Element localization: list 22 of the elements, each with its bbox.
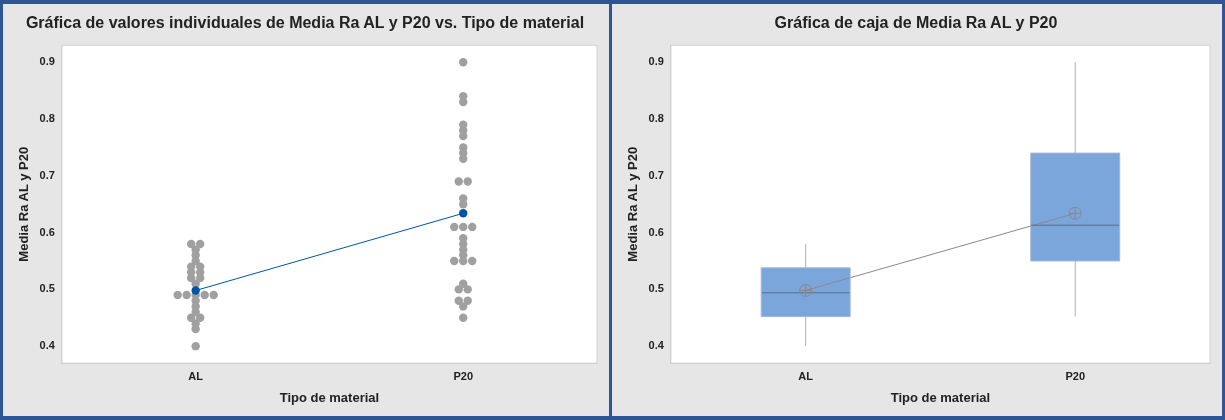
y-tick-label: 0.5 xyxy=(39,282,55,295)
y-tick-label: 0.5 xyxy=(648,282,664,295)
y-tick-label: 0.6 xyxy=(648,225,664,238)
chart-title: Gráfica de valores individuales de Media Ra AL y P20 vs. Tipo de material xyxy=(25,14,585,32)
x-axis-title: Tipo de material xyxy=(890,389,991,405)
y-tick-label: 0.4 xyxy=(39,339,56,352)
x-tick-label: P20 xyxy=(1065,369,1086,382)
y-tick-label: 0.9 xyxy=(648,55,664,68)
y-tick-label: 0.9 xyxy=(39,55,55,68)
chart-title: Gráfica de caja de Media Ra AL y P20 xyxy=(774,14,1058,32)
y-tick-label: 0.4 xyxy=(648,339,665,352)
y-tick-label: 0.7 xyxy=(39,168,55,181)
y-axis-title: Media Ra AL y P20 xyxy=(16,146,32,262)
x-tick-label: P20 xyxy=(453,369,474,382)
x-axis-title: Tipo de material xyxy=(279,389,380,405)
y-tick-label: 0.7 xyxy=(648,168,664,181)
x-tick-label: AL xyxy=(188,369,204,382)
y-tick-label: 0.8 xyxy=(648,112,664,125)
y-tick-label: 0.8 xyxy=(39,112,55,125)
y-tick-label: 0.6 xyxy=(39,225,55,238)
y-axis-title: Media Ra AL y P20 xyxy=(625,146,641,262)
x-tick-label: AL xyxy=(798,369,814,382)
